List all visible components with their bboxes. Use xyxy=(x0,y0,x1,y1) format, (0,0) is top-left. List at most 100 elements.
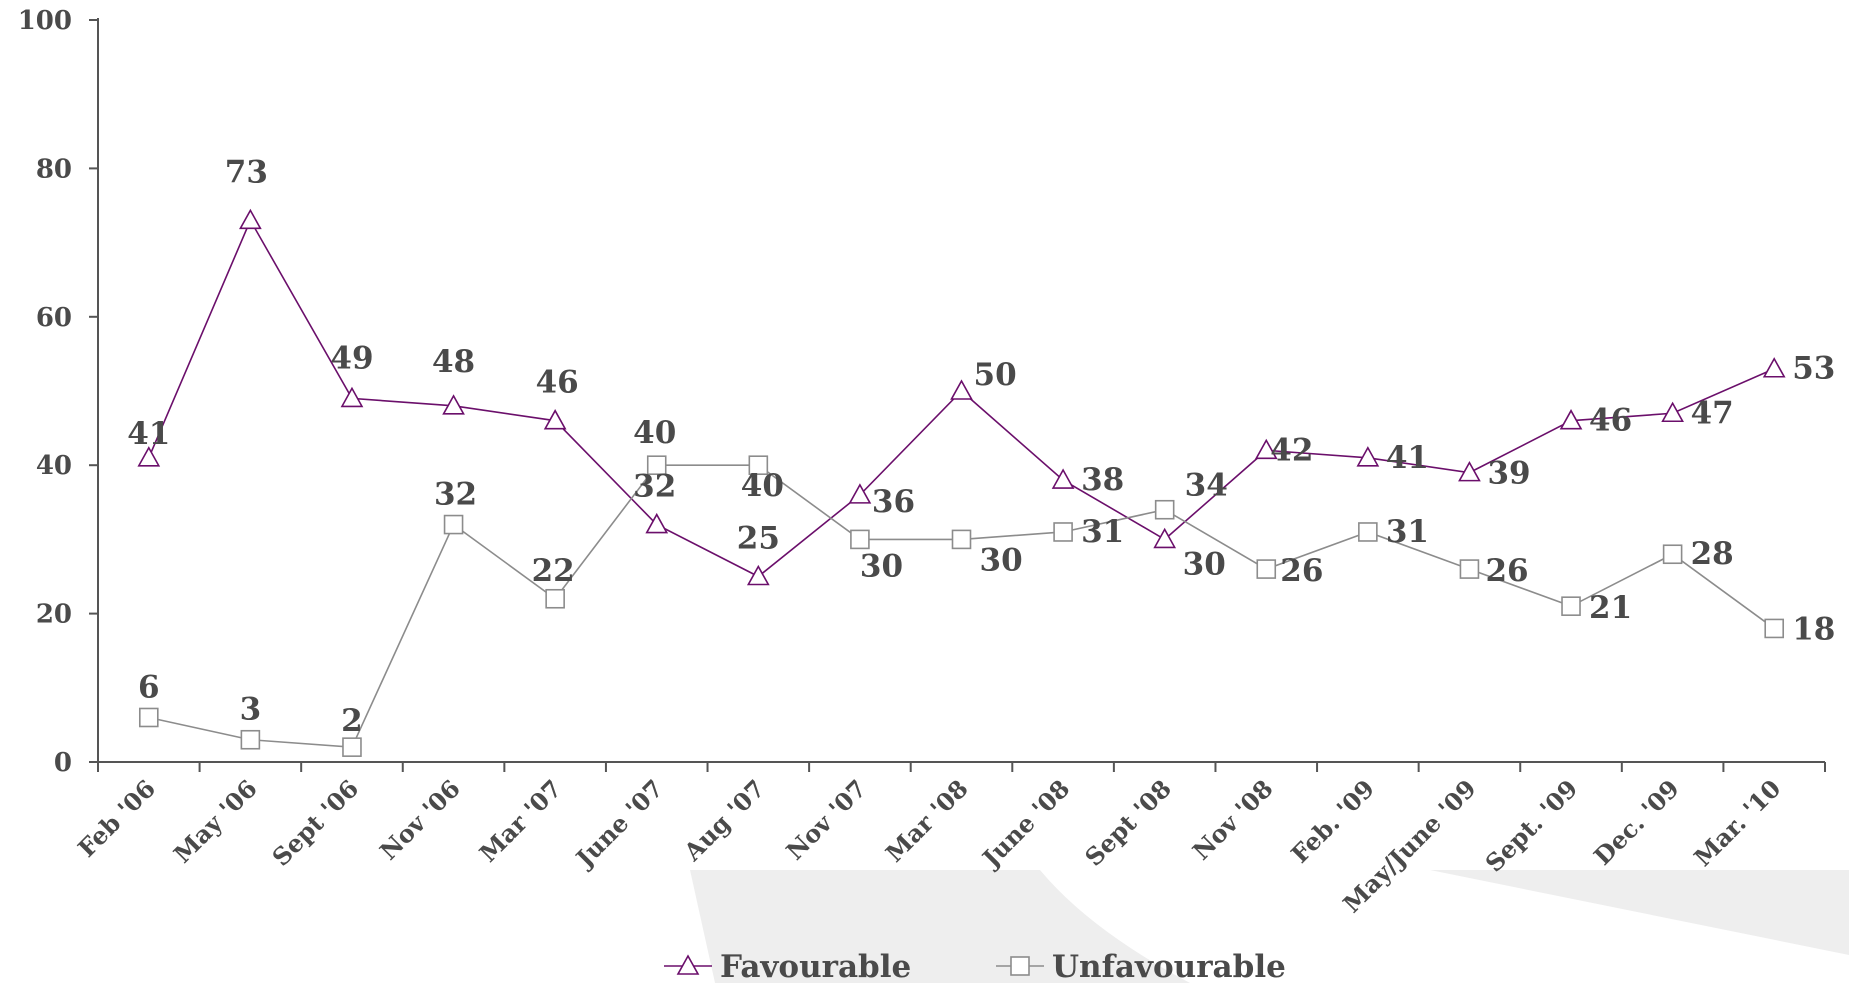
legend-marker-square xyxy=(1010,956,1030,976)
data-point-unfavourable xyxy=(951,529,972,550)
watermark-shape xyxy=(1430,870,1849,955)
data-label-favourable: 39 xyxy=(1487,456,1530,492)
y-tick-label: 0 xyxy=(54,748,72,778)
data-label-unfavourable: 28 xyxy=(1691,536,1734,572)
data-label-unfavourable: 2 xyxy=(341,703,363,739)
x-tick-label: Sept '08 xyxy=(1079,774,1177,872)
x-tick-label: Feb. '09 xyxy=(1285,774,1380,869)
data-point-favourable xyxy=(239,208,262,230)
data-label-favourable: 32 xyxy=(633,469,676,505)
data-label-favourable: 38 xyxy=(1081,462,1124,498)
data-point-favourable xyxy=(746,564,770,586)
data-point-unfavourable xyxy=(240,729,261,750)
data-label-unfavourable: 26 xyxy=(1485,553,1528,589)
data-point-unfavourable xyxy=(850,529,870,550)
data-point-favourable xyxy=(1051,468,1075,489)
x-tick-label: Nov '07 xyxy=(780,774,872,866)
data-point-favourable xyxy=(1762,357,1786,378)
data-point-unfavourable xyxy=(545,588,565,609)
data-point-favourable xyxy=(950,379,973,400)
series-line-unfavourable xyxy=(148,464,1775,748)
watermark-shape xyxy=(690,870,1190,983)
data-point-unfavourable xyxy=(1459,559,1480,579)
data-point-unfavourable xyxy=(1053,522,1073,542)
data-point-favourable xyxy=(1356,446,1380,467)
y-tick-label: 40 xyxy=(36,451,72,481)
data-point-favourable xyxy=(1458,460,1481,482)
data-label-favourable: 41 xyxy=(1386,440,1429,476)
legend-label-unfavourable: Unfavourable xyxy=(1052,949,1286,983)
data-point-unfavourable xyxy=(1154,499,1175,520)
x-tick-label: Aug '07 xyxy=(677,774,770,867)
data-label-favourable: 50 xyxy=(974,357,1017,393)
data-label-unfavourable: 31 xyxy=(1386,514,1429,550)
data-label-favourable: 42 xyxy=(1270,432,1313,468)
legend-label-favourable: Favourable xyxy=(720,949,911,983)
data-label-favourable: 53 xyxy=(1792,351,1835,387)
data-point-unfavourable xyxy=(443,514,464,535)
x-tick-label: Nov '06 xyxy=(374,774,466,866)
data-point-favourable xyxy=(137,446,161,467)
data-label-favourable: 47 xyxy=(1691,395,1734,431)
data-point-favourable xyxy=(1661,401,1684,423)
data-point-unfavourable xyxy=(646,455,667,476)
data-point-favourable xyxy=(340,386,364,408)
data-label-unfavourable: 40 xyxy=(741,468,784,504)
data-point-favourable xyxy=(1559,409,1583,430)
background-watermark xyxy=(690,870,1849,983)
x-tick-label: Nov '08 xyxy=(1187,774,1279,866)
data-label-favourable: 36 xyxy=(872,484,915,520)
data-label-unfavourable: 6 xyxy=(138,669,160,705)
data-point-unfavourable xyxy=(1662,544,1683,565)
data-label-favourable: 41 xyxy=(127,416,170,452)
data-label-unfavourable: 40 xyxy=(633,415,676,451)
data-label-favourable: 46 xyxy=(1589,403,1632,439)
y-tick-label: 100 xyxy=(18,6,72,36)
data-label-favourable: 25 xyxy=(737,521,780,557)
y-tick-label: 20 xyxy=(36,600,72,630)
data-label-unfavourable: 30 xyxy=(980,542,1023,578)
data-point-favourable xyxy=(1153,527,1177,549)
x-tick-label: Feb '06 xyxy=(72,774,161,863)
data-point-unfavourable xyxy=(138,707,159,728)
data-point-favourable xyxy=(543,409,567,430)
data-label-unfavourable: 18 xyxy=(1792,611,1835,647)
x-tick-label: June '07 xyxy=(569,774,669,874)
chart-series xyxy=(137,208,1786,757)
data-label-unfavourable: 32 xyxy=(434,477,477,513)
data-point-favourable xyxy=(442,394,465,415)
data-point-unfavourable xyxy=(1561,596,1581,616)
x-tick-label: Mar '07 xyxy=(473,774,567,868)
x-tick-label: Sept. '09 xyxy=(1479,774,1583,878)
data-label-unfavourable: 34 xyxy=(1185,468,1228,504)
x-tick-label: May '06 xyxy=(168,774,263,869)
data-point-favourable xyxy=(1254,438,1278,460)
data-point-unfavourable xyxy=(342,737,362,757)
data-point-unfavourable xyxy=(1764,618,1785,639)
data-label-favourable: 73 xyxy=(225,154,268,190)
data-label-unfavourable: 30 xyxy=(860,548,903,584)
x-tick-label: Dec. '09 xyxy=(1588,774,1685,871)
y-tick-label: 80 xyxy=(36,154,72,184)
data-point-unfavourable xyxy=(1256,559,1277,579)
data-point-favourable xyxy=(848,483,872,504)
x-tick-label: Mar. '10 xyxy=(1688,774,1786,872)
x-tick-label: Mar '08 xyxy=(880,774,974,868)
legend-marker-triangle xyxy=(676,954,700,975)
data-label-favourable: 49 xyxy=(330,340,373,376)
data-label-unfavourable: 3 xyxy=(240,692,262,728)
data-point-unfavourable xyxy=(748,455,769,476)
data-label-unfavourable: 31 xyxy=(1081,514,1124,550)
data-label-favourable: 48 xyxy=(432,344,475,380)
data-label-unfavourable: 22 xyxy=(532,553,575,589)
data-label-unfavourable: 21 xyxy=(1589,590,1632,626)
x-tick-label: Sept '06 xyxy=(266,774,364,872)
data-label-unfavourable: 26 xyxy=(1280,553,1323,589)
data-point-favourable xyxy=(645,512,669,534)
chart-legend: Favourable Unfavourable xyxy=(664,949,1286,985)
x-tick-label: June '08 xyxy=(975,774,1075,874)
